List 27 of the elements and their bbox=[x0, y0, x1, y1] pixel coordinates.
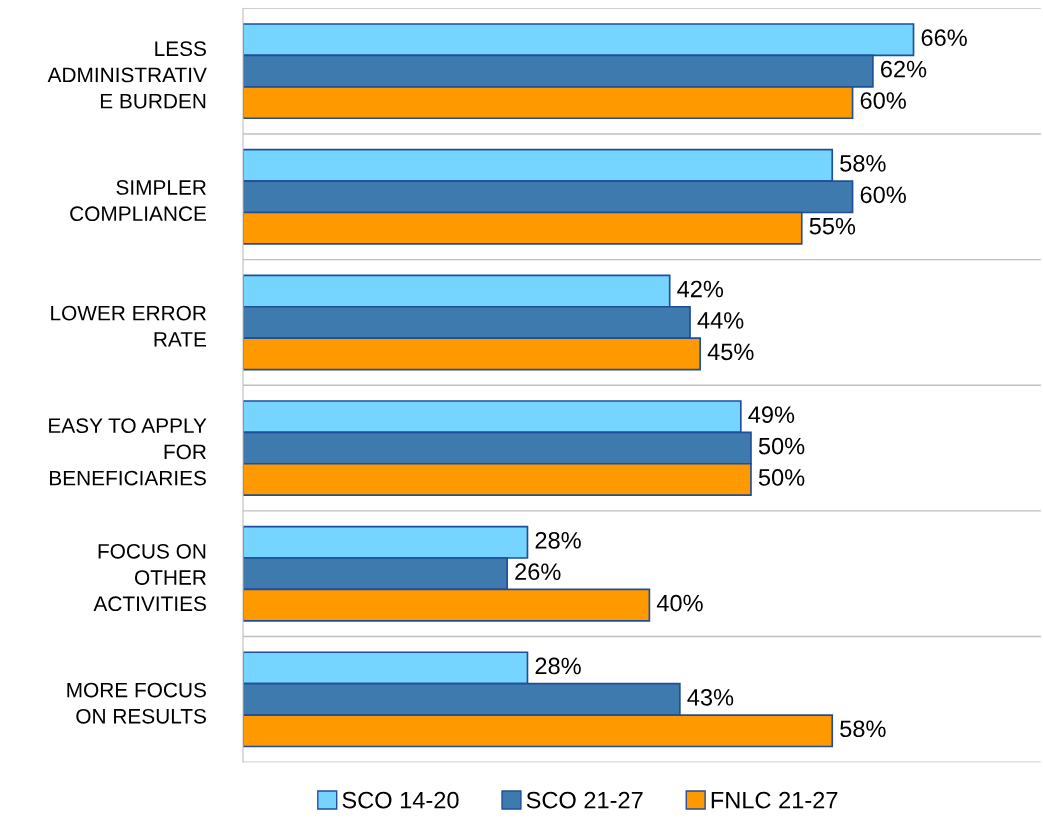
data-label: 44% bbox=[697, 312, 744, 329]
y-tick-label: LESS ADMINISTRATIV E BURDEN bbox=[47, 41, 207, 109]
data-label: 42% bbox=[677, 280, 724, 298]
data-label: 40% bbox=[656, 594, 703, 612]
data-label: 62% bbox=[881, 60, 927, 78]
data-label: 49% bbox=[748, 406, 795, 424]
data-label: 43% bbox=[687, 688, 734, 706]
y-tick-label: EASY TO APPLY FOR BENEFICIARIES bbox=[49, 418, 207, 486]
data-label: 58% bbox=[840, 720, 886, 738]
legend-label: SCO 21-27 bbox=[526, 791, 643, 809]
data-label: 45% bbox=[707, 343, 754, 361]
data-label: 28% bbox=[535, 531, 581, 549]
y-tick-label: FOCUS ON OTHER ACTIVITIES bbox=[93, 543, 206, 612]
y-tick-label: MORE FOCUS ON RESULTS bbox=[67, 682, 206, 724]
data-label: 60% bbox=[860, 186, 906, 204]
legend-label: SCO 14-20 bbox=[342, 791, 459, 809]
data-label: 28% bbox=[535, 657, 581, 675]
data-label: 66% bbox=[921, 29, 967, 47]
y-tick-label: SIMPLER COMPLIANCE bbox=[70, 180, 207, 222]
data-label: 58% bbox=[840, 155, 886, 172]
data-label: 50% bbox=[758, 469, 805, 486]
data-label: 50% bbox=[758, 437, 805, 455]
data-label: 55% bbox=[809, 217, 856, 235]
legend-label: FNLC 21-27 bbox=[711, 791, 838, 809]
y-tick-label: LOWER ERROR RATE bbox=[51, 305, 207, 347]
data-label: 60% bbox=[860, 92, 906, 109]
data-label: 26% bbox=[515, 563, 561, 581]
